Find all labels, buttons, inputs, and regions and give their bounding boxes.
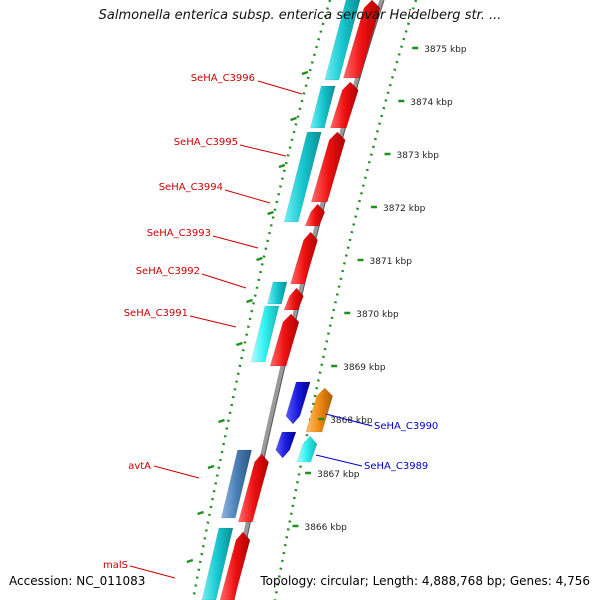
gene-label-leader (315, 454, 363, 467)
gene-label-leader (212, 235, 259, 249)
gene-feature[interactable] (285, 381, 311, 425)
gene-feature[interactable] (309, 85, 336, 129)
ring-tick-mark (290, 116, 297, 122)
kbp-tick-label: 3874 kbp (410, 98, 453, 108)
kbp-tick-label: 3867 kbp (317, 470, 360, 480)
ring-tick-mark (186, 558, 194, 564)
accession-text: Accession: NC_011083 (9, 574, 146, 588)
gene-feature[interactable] (296, 435, 318, 463)
gene-label[interactable]: malS (103, 560, 128, 571)
gene-label-leader (239, 144, 287, 157)
feature-track (186, 0, 381, 600)
gene-label[interactable]: SeHA_C3991 (124, 308, 188, 319)
inner-tick-ring (191, 0, 332, 600)
gene-feature[interactable] (329, 81, 359, 129)
gene-feature[interactable] (343, 0, 381, 79)
ring-tick-mark (256, 256, 263, 262)
page-title: Salmonella enterica subsp. enterica sero… (98, 8, 502, 23)
gene-feature[interactable] (219, 531, 251, 600)
kbp-tick-label: 3872 kbp (383, 204, 426, 214)
gene-feature[interactable] (310, 131, 346, 203)
gene-label[interactable]: SeHA_C3993 (147, 228, 211, 239)
gene-label-leader (325, 413, 373, 427)
kbp-tick-label: 3870 kbp (356, 310, 399, 320)
gene-label-leader (257, 80, 303, 95)
gene-label[interactable]: SeHA_C3992 (136, 266, 200, 277)
gene-feature[interactable] (267, 281, 288, 305)
gene-label[interactable]: SeHA_C3995 (174, 137, 238, 148)
gene-feature[interactable] (324, 0, 361, 81)
gene-feature[interactable] (221, 449, 252, 519)
gene-feature[interactable] (290, 231, 318, 285)
ring-tick-mark (301, 70, 309, 76)
ring-tick-mark (207, 464, 215, 470)
kbp-tick-label: 3871 kbp (370, 257, 413, 267)
gene-label-leader (153, 465, 200, 479)
gene-feature[interactable] (283, 131, 322, 223)
gene-feature[interactable] (238, 453, 269, 523)
gene-label-leader (189, 315, 237, 328)
ring-tick-mark (197, 510, 204, 516)
ring-tick-mark (235, 341, 243, 347)
gene-label-leader (201, 273, 247, 289)
gene-feature[interactable] (304, 203, 326, 227)
gene-label[interactable]: SeHA_C3996 (191, 73, 255, 84)
ring-tick-mark (267, 210, 274, 216)
gene-label-group: SeHA_C3996 SeHA_C3995 SeHA_C3994 SeHA_C3993… (103, 73, 438, 579)
ring-tick-mark (218, 418, 225, 424)
gene-label[interactable]: avtA (128, 461, 151, 472)
ring-tick-mark (246, 298, 253, 304)
gene-feature[interactable] (250, 305, 280, 363)
genome-backbone-shadow (233, 0, 385, 600)
gene-feature[interactable] (269, 313, 300, 367)
kbp-tick-label: 3869 kbp (343, 363, 386, 373)
kbp-tick-label: 3866 kbp (304, 523, 347, 533)
gene-label-leader (129, 565, 176, 579)
gene-label[interactable]: SeHA_C3990 (374, 421, 438, 432)
kbp-tick-label: 3875 kbp (424, 45, 467, 55)
gene-label[interactable]: SeHA_C3994 (159, 182, 223, 193)
gene-feature[interactable] (201, 527, 234, 600)
ring-tick-mark (278, 163, 286, 169)
kbp-tick-label: 3873 kbp (397, 151, 440, 161)
genome-summary-text: Topology: circular; Length: 4,888,768 bp… (260, 574, 590, 588)
gene-feature[interactable] (275, 431, 297, 459)
gene-label-leader (224, 189, 271, 204)
gene-feature[interactable] (305, 387, 333, 433)
gene-label[interactable]: SeHA_C3989 (364, 461, 428, 472)
gene-feature[interactable] (283, 287, 304, 311)
